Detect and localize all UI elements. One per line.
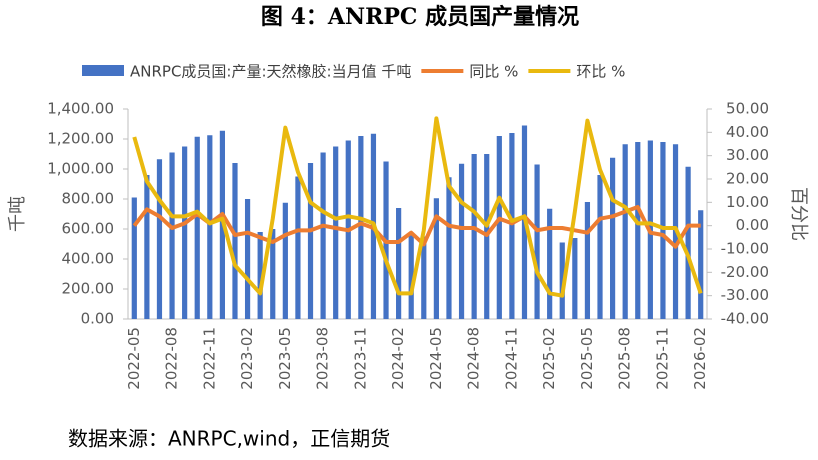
bar <box>509 133 515 319</box>
bar <box>597 175 603 319</box>
y2-tick-label: -40.00 <box>721 310 769 328</box>
y-tick-label: 1,000.00 <box>47 160 114 178</box>
bar <box>156 159 163 319</box>
bar <box>446 177 452 319</box>
x-tick-label: 2025-05 <box>578 327 596 390</box>
x-tick-label: 2022-08 <box>163 327 181 390</box>
x-tick-label: 2023-02 <box>238 327 256 390</box>
bar <box>496 136 502 319</box>
legend-swatch <box>82 65 124 76</box>
bar <box>660 142 666 319</box>
y-tick-label: 1,400.00 <box>47 100 114 118</box>
y2-tick-label: 40.00 <box>726 123 769 141</box>
x-tick-label: 2023-08 <box>314 327 332 390</box>
bar <box>408 235 414 319</box>
line <box>132 116 703 298</box>
y2-axis-title: 百分比 <box>788 187 809 241</box>
legend-label: ANRPC成员国:产量:天然橡胶:当月值 千吨 <box>130 63 411 81</box>
bar <box>471 154 477 319</box>
x-tick-label: 2022-05 <box>125 327 143 390</box>
bar <box>698 210 704 319</box>
y2-tick-label: 20.00 <box>726 170 769 188</box>
bar <box>396 208 402 319</box>
bar <box>194 136 200 319</box>
line <box>132 205 701 249</box>
bar <box>207 135 213 319</box>
x-tick-label: 2024-02 <box>389 327 407 390</box>
x-tick-label: 2024-08 <box>465 327 483 390</box>
bar <box>182 146 188 319</box>
y2-tick-label: 0.00 <box>736 216 769 234</box>
source: 数据来源：ANRPC,wind，正信期货 <box>68 427 390 451</box>
y2-tick-label: -30.00 <box>721 286 769 304</box>
bar <box>358 136 364 319</box>
x-tick-label: 2022-11 <box>200 327 218 390</box>
bar <box>144 175 150 319</box>
y2-tick-label: 10.00 <box>726 193 769 211</box>
bar <box>295 176 301 319</box>
y2-tick-label: 50.00 <box>726 100 769 118</box>
bar <box>609 157 616 319</box>
bar <box>584 202 591 319</box>
y2-tick-label: 30.00 <box>726 146 769 164</box>
bar <box>257 232 263 319</box>
bar <box>635 142 641 319</box>
x-tick-label: 2023-05 <box>276 327 294 390</box>
bar <box>622 144 628 319</box>
bar <box>433 198 439 319</box>
chart-title: 图 4：ANRPC 成员国产量情况 <box>261 4 579 30</box>
y2-tick-label: -10.00 <box>721 240 769 258</box>
y-axis-title: 千吨 <box>7 196 28 232</box>
bar <box>169 152 175 319</box>
y-tick-label: 1,200.00 <box>47 130 114 148</box>
y-tick-label: 0.00 <box>81 310 114 328</box>
legend-label: 同比 % <box>469 63 518 81</box>
bar <box>333 146 339 319</box>
bar <box>270 229 276 319</box>
x-tick-label: 2026-02 <box>691 327 709 390</box>
bar <box>685 166 691 319</box>
x-tick-label: 2025-11 <box>653 327 671 390</box>
bar <box>421 236 427 319</box>
bar <box>244 199 251 319</box>
x-tick-label: 2024-05 <box>427 327 445 390</box>
y-tick-label: 600.00 <box>62 220 115 238</box>
bar <box>282 202 288 319</box>
bar <box>534 164 540 319</box>
x-tick-label: 2025-02 <box>540 327 558 390</box>
bar <box>572 238 578 319</box>
y2-tick-label: -20.00 <box>721 263 769 281</box>
bar <box>458 163 465 319</box>
bar <box>232 163 238 319</box>
bar <box>320 152 326 319</box>
legend-label: 环比 % <box>576 63 625 81</box>
bar <box>559 242 565 319</box>
bar <box>307 163 314 319</box>
x-tick-label: 2024-11 <box>502 327 520 390</box>
x-tick-label: 2025-08 <box>616 327 634 390</box>
y-tick-label: 800.00 <box>62 190 115 208</box>
bar <box>547 208 553 319</box>
y-tick-label: 400.00 <box>62 250 115 268</box>
bar <box>131 197 137 319</box>
y-tick-label: 200.00 <box>62 280 115 298</box>
x-tick-label: 2023-11 <box>351 327 369 390</box>
